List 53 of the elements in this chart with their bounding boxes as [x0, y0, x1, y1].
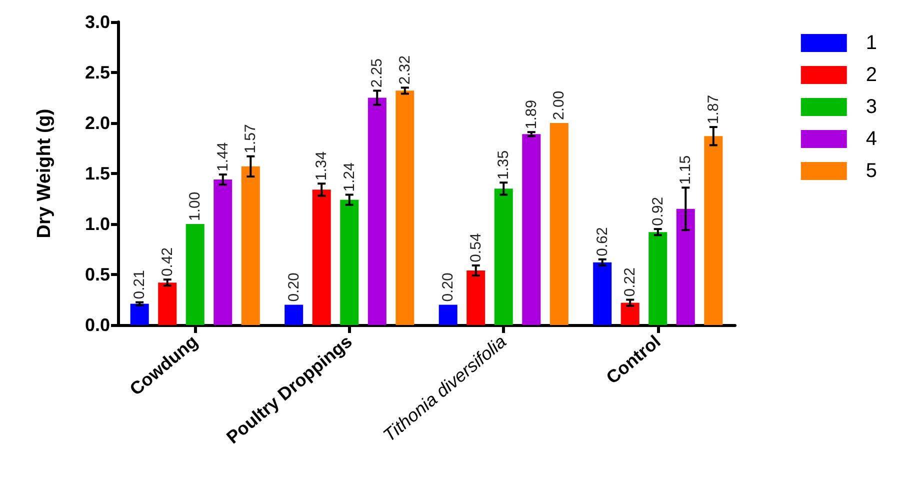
- y-axis-title: Dry Weight (g): [34, 108, 55, 238]
- data-label: 0.62: [594, 227, 611, 256]
- data-label: 2.32: [396, 55, 414, 85]
- data-label: 0.20: [440, 272, 457, 302]
- legend-label: 2: [866, 64, 877, 86]
- legend-label: 5: [866, 160, 877, 182]
- bar: [466, 270, 486, 325]
- data-label: 1.34: [313, 151, 330, 181]
- bar: [130, 304, 149, 325]
- data-label: 1.44: [214, 142, 232, 172]
- data-label: 0.21: [131, 270, 148, 300]
- y-tick-label: 0.5: [84, 264, 110, 284]
- data-label: 1.00: [186, 192, 204, 221]
- data-label: 1.89: [522, 100, 540, 130]
- bar: [214, 180, 232, 325]
- data-label: 1.24: [340, 162, 358, 192]
- bar: [186, 224, 204, 325]
- legend-label: 1: [866, 32, 877, 54]
- y-tick-label: 1.0: [84, 214, 110, 234]
- bar: [522, 134, 541, 325]
- bar: [704, 136, 723, 325]
- data-label: 0.92: [649, 196, 666, 226]
- bar: [241, 166, 260, 325]
- bar: [648, 232, 668, 325]
- bar: [676, 208, 695, 325]
- y-tick-label: 0.0: [84, 315, 110, 335]
- data-label: 1.15: [677, 155, 694, 185]
- bar: [550, 123, 568, 325]
- data-label: 0.42: [158, 247, 176, 277]
- legend-label: 4: [866, 128, 877, 150]
- bar: [438, 304, 458, 325]
- data-label: 1.87: [704, 94, 722, 124]
- bar: [620, 302, 640, 325]
- data-label: 1.35: [495, 150, 512, 180]
- bar: [312, 190, 331, 325]
- data-label: 0.54: [467, 233, 484, 262]
- bar: [368, 98, 386, 325]
- bar: [593, 262, 612, 325]
- y-tick-label: 1.5: [84, 164, 110, 184]
- bar: [284, 304, 304, 325]
- bar: [396, 90, 414, 325]
- data-label: 0.20: [285, 272, 302, 302]
- y-tick-label: 2.5: [84, 62, 110, 82]
- bar: [494, 188, 513, 325]
- legend-label: 3: [866, 96, 877, 118]
- data-label: 0.22: [622, 268, 639, 297]
- bar: [158, 282, 177, 325]
- data-label: 2.00: [550, 90, 568, 120]
- y-tick-label: 3.0: [84, 12, 110, 32]
- data-label: 2.25: [368, 58, 386, 88]
- y-tick-label: 2.0: [84, 113, 110, 133]
- bar: [340, 200, 359, 325]
- data-label: 1.57: [242, 124, 260, 154]
